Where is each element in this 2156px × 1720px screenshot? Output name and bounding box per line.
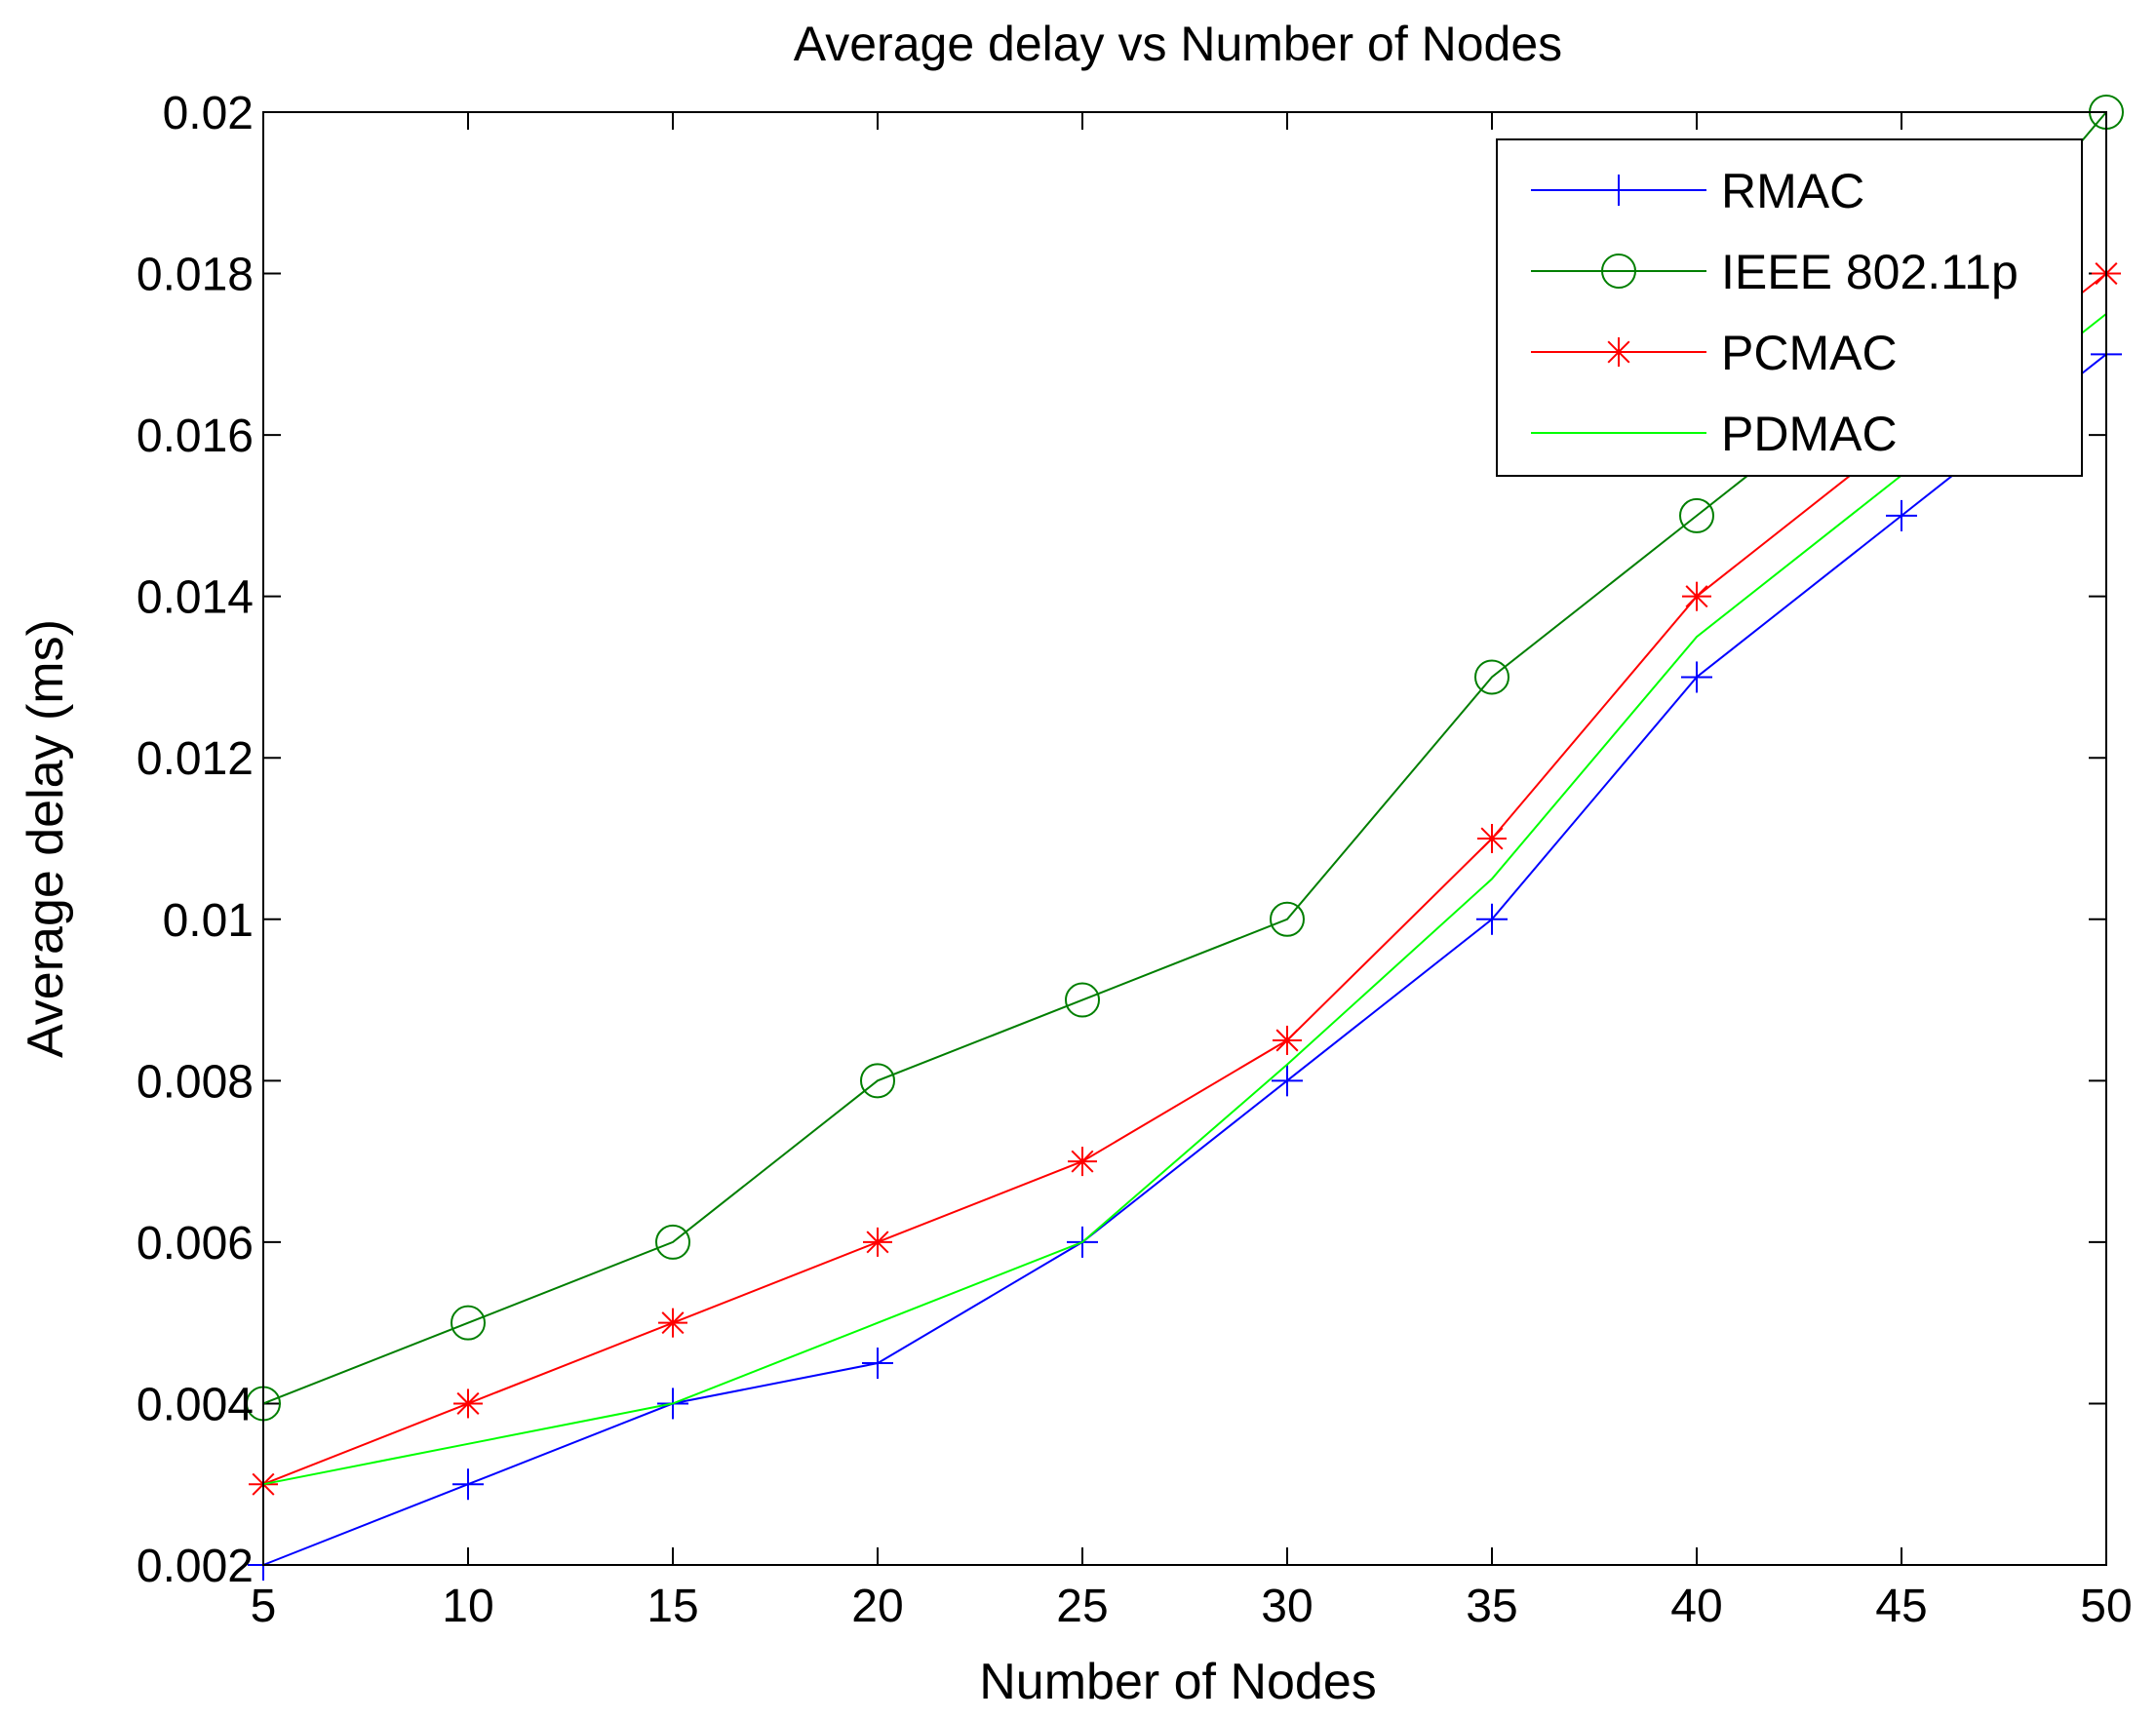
legend-entry: IEEE 802.11p — [1531, 245, 2019, 299]
x-axis-label: Number of Nodes — [979, 1654, 1377, 1710]
x-tick-label: 40 — [1670, 1581, 1722, 1632]
y-tick-label: 0.006 — [137, 1218, 254, 1270]
x-tick-label: 25 — [1056, 1581, 1108, 1632]
y-tick-label: 0.002 — [137, 1541, 254, 1592]
y-tick-label: 0.012 — [137, 733, 254, 785]
legend-label: PDMAC — [1721, 407, 1898, 461]
data-point-pcmac — [453, 1388, 483, 1419]
legend-label: PCMAC — [1721, 326, 1898, 380]
legend-label: RMAC — [1721, 164, 1864, 218]
data-point-rmac — [1476, 903, 1508, 935]
data-point-rmac — [452, 1468, 484, 1501]
data-point-ieee-802-11p — [1270, 901, 1305, 937]
y-tick-label: 0.016 — [137, 410, 254, 462]
y-tick-label: 0.02 — [163, 88, 254, 139]
data-point-ieee-802-11p — [1679, 497, 1714, 533]
y-tick-label: 0.01 — [163, 895, 254, 947]
data-point-pcmac — [1682, 581, 1711, 611]
legend-entries: RMAC IEEE 802.11p PCMAC PDMAC — [1531, 164, 2019, 461]
y-axis-label: Average delay (ms) — [18, 619, 74, 1058]
chart-title: Average delay vs Number of Nodes — [794, 17, 1562, 71]
data-point-ieee-802-11p — [860, 1063, 895, 1099]
legend: RMAC IEEE 802.11p PCMAC PDMAC — [1496, 138, 2083, 477]
data-point-pcmac — [1273, 1025, 1302, 1055]
legend-box — [1496, 138, 2083, 477]
x-tick-label: 20 — [851, 1581, 903, 1632]
data-point-pcmac — [1068, 1147, 1097, 1177]
series-rmac — [248, 338, 2122, 1581]
data-point-rmac — [862, 1348, 893, 1380]
legend-swatch-marker — [1604, 337, 1633, 367]
data-point-pcmac — [1477, 824, 1507, 853]
data-point-pcmac — [658, 1308, 687, 1338]
legend-entry: PCMAC — [1531, 326, 1898, 380]
x-tick-label: 15 — [647, 1581, 698, 1632]
x-tick-label: 45 — [1875, 1581, 1927, 1632]
x-tick-labels: 5 10 15 20 25 30 35 40 45 50 — [251, 1581, 2133, 1632]
x-tick-label: 35 — [1466, 1581, 1517, 1632]
legend-entry: RMAC — [1531, 164, 1864, 218]
y-tick-labels: 0.002 0.004 0.006 0.008 0.01 0.012 0.014 0.016 0… — [137, 88, 254, 1592]
legend-label: IEEE 802.11p — [1721, 245, 2019, 299]
y-tick-label: 0.004 — [137, 1379, 254, 1430]
data-point-rmac — [1886, 499, 1917, 531]
x-tick-label: 10 — [442, 1581, 493, 1632]
data-point-ieee-802-11p — [451, 1305, 486, 1341]
legend-swatch-marker — [1601, 254, 1636, 289]
data-point-rmac — [1681, 661, 1712, 693]
series-pdmac — [262, 313, 2107, 1486]
x-tick-label: 30 — [1261, 1581, 1313, 1632]
data-point-ieee-802-11p — [655, 1224, 690, 1260]
legend-entry: PDMAC — [1531, 407, 1898, 461]
data-point-rmac — [1272, 1065, 1303, 1097]
y-tick-label: 0.014 — [137, 572, 254, 624]
x-tick-label: 50 — [2080, 1581, 2132, 1632]
y-tick-label: 0.008 — [137, 1056, 254, 1108]
data-point-ieee-802-11p — [1474, 659, 1509, 695]
series-line-pcmac — [262, 272, 2107, 1486]
legend-swatch-marker — [1603, 175, 1634, 206]
plot-frame — [262, 111, 2107, 1566]
data-point-pcmac — [863, 1227, 892, 1257]
y-tick-label: 0.018 — [137, 250, 254, 301]
x-tick-label: 5 — [251, 1581, 277, 1632]
series-line-pdmac — [262, 313, 2107, 1486]
series-line-rmac — [262, 353, 2107, 1566]
data-point-ieee-802-11p — [1065, 982, 1100, 1018]
